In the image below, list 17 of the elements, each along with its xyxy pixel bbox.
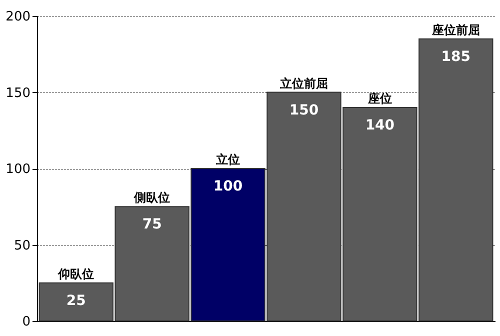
y-tick-label: 150 — [6, 86, 30, 101]
y-tick-label: 50 — [14, 238, 30, 254]
x-tick-label: 立位 — [215, 152, 240, 166]
data-label: 185 — [441, 48, 470, 65]
data-label: 75 — [142, 216, 162, 233]
x-tick-label: 座位 — [366, 92, 392, 106]
data-label: 25 — [66, 292, 86, 309]
y-tick-label: 0 — [22, 314, 30, 330]
data-label: 140 — [365, 118, 395, 134]
data-label: 150 — [289, 102, 319, 118]
data-label: 100 — [213, 178, 243, 194]
y-tick-label: 100 — [6, 162, 30, 177]
y-tick-label: 200 — [6, 10, 30, 24]
x-tick-label: 側臥位 — [133, 190, 170, 205]
x-tick-label: 座位前屈 — [430, 22, 480, 37]
x-tick-label: 立位前屈 — [278, 76, 328, 90]
x-tick-label: 仰臥位 — [57, 266, 94, 281]
